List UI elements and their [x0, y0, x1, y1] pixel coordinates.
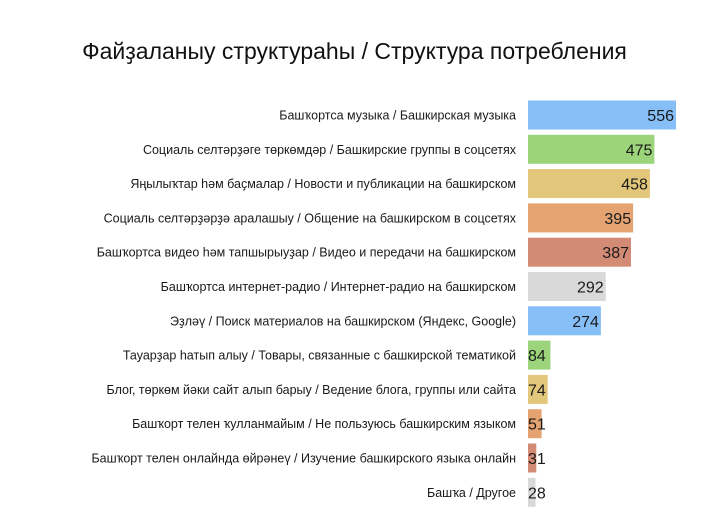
bar-6 — [528, 272, 606, 301]
bar-1 — [528, 100, 676, 130]
category-label-12: Башҡа / Другое — [427, 486, 516, 500]
value-label-8: 84 — [528, 348, 546, 365]
category-label-8: Тауарҙар һатып алыу / Товары, связанные … — [123, 349, 516, 363]
value-label-2: 475 — [626, 142, 653, 159]
category-label-9: Блог, төркөм йәки сайт алып барыу / Веде… — [107, 383, 517, 397]
category-label-3: Яңылыҡтар һәм баҫмалар / Новости и публи… — [130, 177, 516, 191]
bar-10 — [528, 409, 542, 439]
bar-9 — [528, 374, 548, 404]
bar-3 — [528, 169, 650, 199]
value-label-7: 274 — [572, 314, 599, 331]
value-label-5: 387 — [602, 245, 629, 262]
value-label-11: 31 — [528, 451, 546, 468]
category-label-10: Башҡорт телен ҡулланмайым / Не пользуюсь… — [132, 417, 516, 431]
category-label-4: Социаль селтәрҙәрҙә аралашыу / Общение н… — [104, 211, 517, 225]
category-label-2: Социаль селтәрҙәге төркөмдәр / Башкирски… — [143, 143, 517, 157]
bar-2 — [528, 134, 655, 164]
category-label-1: Башҡортса музыка / Башкирская музыка — [279, 109, 516, 123]
value-label-4: 395 — [604, 211, 631, 228]
bar-5 — [528, 237, 631, 267]
bar-12 — [528, 477, 536, 507]
chart-title: Файҙаланыу структураһы / Структура потре… — [82, 38, 627, 64]
category-label-6: Башҡортса интернет-радио / Интернет-ради… — [161, 280, 516, 294]
value-label-1: 556 — [647, 108, 674, 125]
category-label-11: Башҡорт телен онлайнда өйрәнеү / Изучени… — [91, 452, 516, 466]
value-label-9: 74 — [528, 382, 546, 399]
value-label-6: 292 — [577, 280, 604, 297]
bar-4 — [528, 203, 634, 233]
value-label-3: 458 — [621, 177, 648, 194]
category-label-7: Эҙләү / Поиск материалов на башкирском (… — [170, 314, 516, 328]
bar-8 — [528, 340, 551, 370]
bar-7 — [528, 306, 601, 336]
value-label-10: 51 — [528, 417, 546, 434]
value-label-12: 28 — [528, 485, 546, 502]
category-label-5: Башҡортса видео һәм тапшырыуҙар / Видео … — [97, 246, 516, 260]
bar-11 — [528, 443, 537, 473]
